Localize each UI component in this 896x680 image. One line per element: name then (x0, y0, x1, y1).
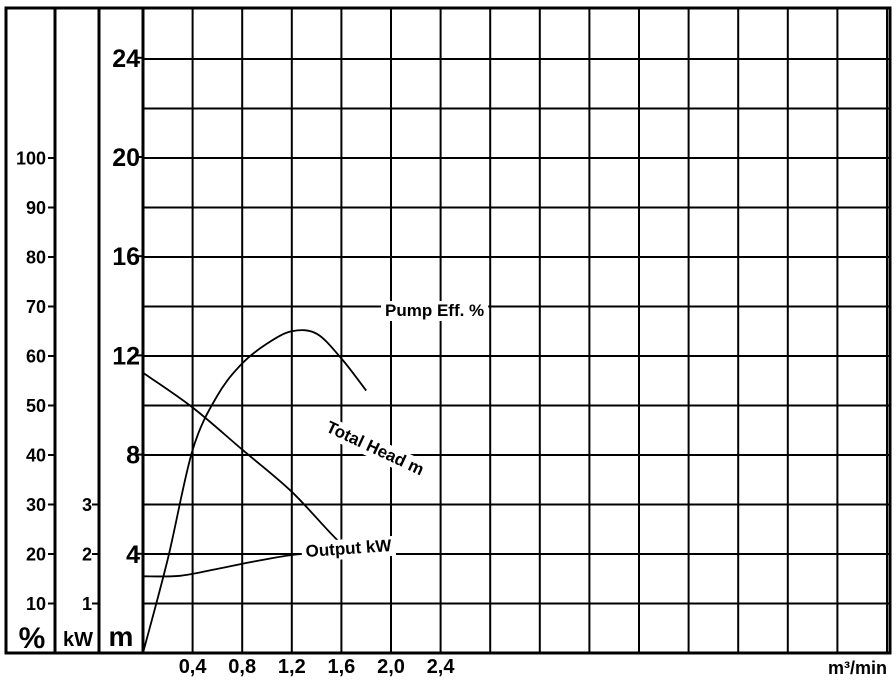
x-tick-label: 2,0 (377, 656, 405, 678)
x-tick-label: 0,4 (179, 656, 208, 678)
x-tick-label: 2,4 (427, 656, 456, 678)
head-tick-label: 4 (126, 541, 140, 569)
percent-tick-label: 100 (16, 148, 46, 168)
percent-tick-label: 40 (26, 445, 46, 465)
efficiency-curve-label-backing (381, 301, 489, 321)
head-tick-label: 12 (112, 342, 140, 370)
percent-tick-label: 30 (26, 495, 46, 515)
percent-tick-label: 50 (26, 396, 46, 416)
chart-axes (4, 6, 892, 655)
x-tick-label: 0,8 (228, 656, 256, 678)
chart-frame (4, 6, 892, 655)
efficiency-curve-label-group: Pump Eff. % (381, 301, 489, 321)
percent-tick-label: 60 (26, 346, 46, 366)
percent-tick-label: 90 (26, 198, 46, 218)
head-tick-label: 24 (112, 45, 140, 73)
kw-tick-label: 3 (82, 495, 92, 515)
output-kw-curve-label-group: Output kW (300, 535, 397, 563)
x-tick-label: 1,2 (278, 656, 306, 678)
kw-tick-label: 1 (82, 594, 92, 614)
chart-grid (143, 8, 890, 653)
head-tick-label: 20 (112, 144, 140, 172)
output-kw-curve-label-backing (300, 535, 397, 563)
efficiency-curve-label: Pump Eff. % (385, 301, 484, 320)
x-unit-label: m³/min (828, 658, 887, 678)
percent-unit-label: % (19, 622, 46, 655)
head-tick-label: 16 (112, 243, 140, 271)
percent-tick-label: 80 (26, 247, 46, 267)
kw-tick-label: 2 (82, 544, 92, 564)
percent-tick-label: 10 (26, 594, 46, 614)
head-unit-label: m (109, 621, 134, 652)
kw-unit-label: kW (63, 629, 93, 651)
x-tick-label: 1,6 (327, 656, 355, 678)
percent-tick-label: 20 (26, 544, 46, 564)
total-head-curve-label-backing (319, 415, 431, 482)
percent-tick-label: 70 (26, 297, 46, 317)
head-tick-label: 8 (126, 442, 140, 470)
efficiency-curve (142, 329, 367, 654)
